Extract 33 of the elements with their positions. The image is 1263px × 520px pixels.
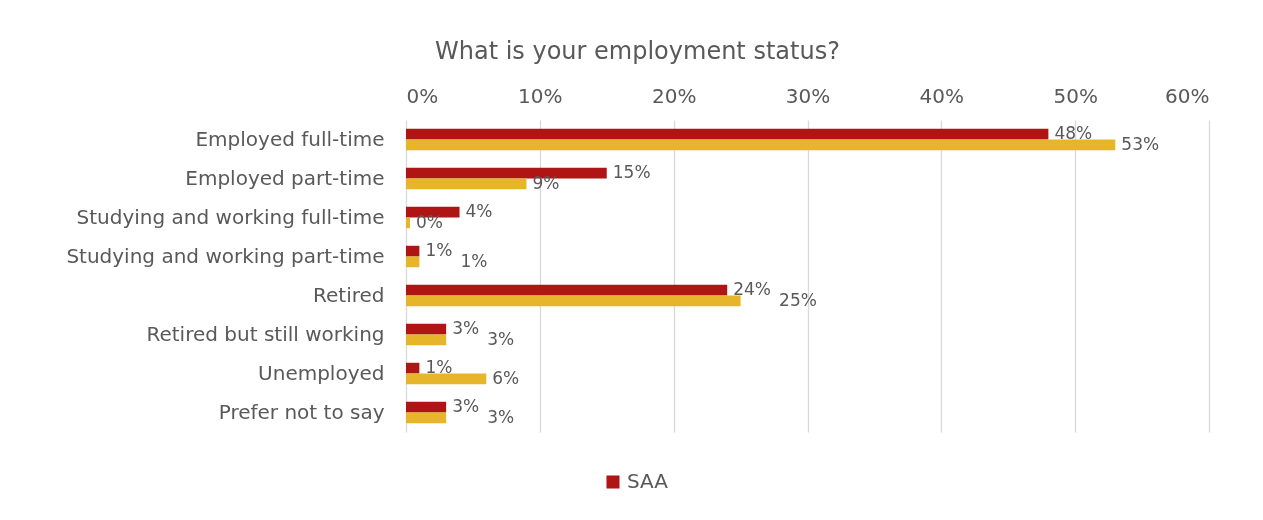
x-tick-label: 50% — [1053, 83, 1098, 108]
x-tick-label: 30% — [785, 83, 831, 108]
y-tick-label: Retired — [313, 282, 385, 307]
data-label: 9% — [532, 172, 560, 193]
x-tick-label: 10% — [518, 83, 563, 108]
data-label: 3% — [487, 406, 515, 427]
data-label: 3% — [452, 318, 480, 339]
data-label: 0% — [416, 211, 443, 232]
y-tick-label: Unemployed — [258, 360, 385, 385]
y-tick-label: Retired but still working — [146, 321, 385, 346]
data-label: 1% — [425, 357, 453, 378]
data-label: 1% — [425, 240, 453, 261]
data-label: 48% — [1054, 123, 1093, 144]
data-label: 25% — [779, 289, 817, 310]
x-tick-label: 40% — [919, 83, 965, 108]
chart-title: What is your employment status? — [434, 37, 840, 65]
data-label: 15% — [612, 162, 651, 183]
data-label: 3% — [487, 328, 515, 349]
y-tick-label: Employed full-time — [195, 126, 385, 151]
legend-label: SAA — [627, 469, 669, 493]
data-label: 1% — [460, 250, 488, 271]
data-label: 6% — [492, 367, 520, 388]
x-tick-label: 0% — [406, 83, 439, 108]
x-tick-label: 60% — [1165, 83, 1210, 108]
data-label: 53% — [1121, 133, 1160, 154]
data-label: 3% — [452, 396, 480, 417]
y-tick-label: Employed part-time — [185, 165, 385, 190]
y-tick-label: Prefer not to say — [218, 399, 385, 424]
data-label: 24% — [733, 279, 771, 300]
y-tick-label: Studying and working full-time — [76, 204, 385, 229]
data-label: 4% — [465, 201, 493, 222]
x-tick-label: 20% — [651, 83, 697, 108]
y-tick-label: Studying and working part-time — [66, 243, 385, 268]
